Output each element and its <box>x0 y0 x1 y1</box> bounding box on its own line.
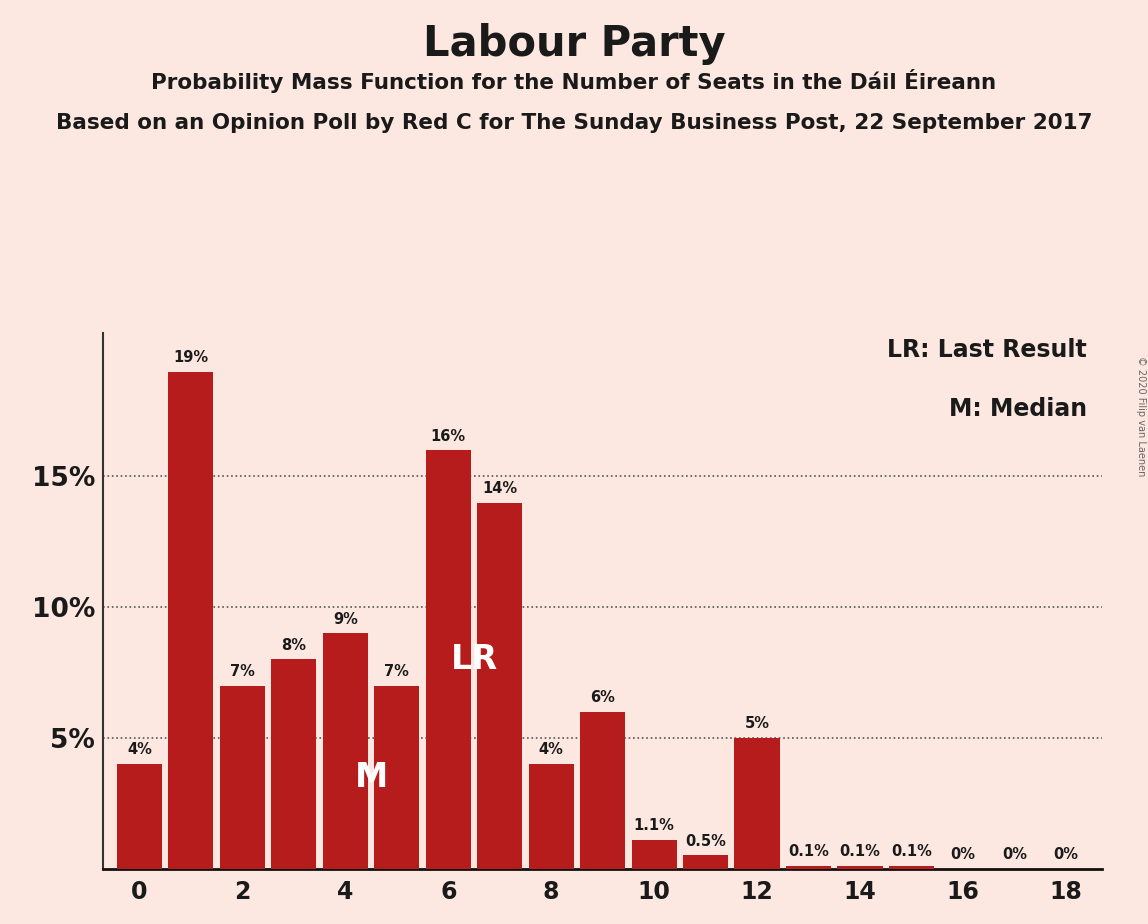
Text: 0%: 0% <box>951 847 976 862</box>
Text: © 2020 Filip van Laenen: © 2020 Filip van Laenen <box>1135 356 1146 476</box>
Bar <box>478 503 522 869</box>
Bar <box>528 764 574 869</box>
Text: Labour Party: Labour Party <box>422 23 726 65</box>
Text: 0%: 0% <box>1002 847 1027 862</box>
Text: 16%: 16% <box>430 429 466 444</box>
Text: 7%: 7% <box>385 664 409 679</box>
Text: LR: LR <box>450 643 497 676</box>
Bar <box>219 686 265 869</box>
Bar <box>735 738 779 869</box>
Bar <box>786 866 831 869</box>
Text: 0.1%: 0.1% <box>789 845 829 859</box>
Text: Probability Mass Function for the Number of Seats in the Dáil Éireann: Probability Mass Function for the Number… <box>152 69 996 93</box>
Text: Based on an Opinion Poll by Red C for The Sunday Business Post, 22 September 201: Based on an Opinion Poll by Red C for Th… <box>56 113 1092 133</box>
Text: 19%: 19% <box>173 350 209 365</box>
Bar <box>631 840 677 869</box>
Bar <box>426 450 471 869</box>
Text: 6%: 6% <box>590 690 615 705</box>
Text: 0.5%: 0.5% <box>685 834 726 849</box>
Text: M: M <box>355 760 388 794</box>
Bar <box>169 371 214 869</box>
Text: 9%: 9% <box>333 612 358 626</box>
Text: LR: Last Result: LR: Last Result <box>887 338 1087 362</box>
Bar <box>683 856 728 869</box>
Text: 7%: 7% <box>230 664 255 679</box>
Bar <box>117 764 162 869</box>
Text: 4%: 4% <box>538 743 564 758</box>
Bar <box>580 711 626 869</box>
Text: 0%: 0% <box>1054 847 1078 862</box>
Text: 4%: 4% <box>127 743 152 758</box>
Bar <box>323 633 369 869</box>
Text: M: Median: M: Median <box>949 397 1087 421</box>
Text: 5%: 5% <box>745 716 769 731</box>
Text: 0.1%: 0.1% <box>839 845 881 859</box>
Bar <box>374 686 419 869</box>
Text: 1.1%: 1.1% <box>634 819 675 833</box>
Text: 8%: 8% <box>281 638 307 653</box>
Bar <box>271 660 317 869</box>
Bar <box>837 866 883 869</box>
Text: 0.1%: 0.1% <box>891 845 932 859</box>
Bar <box>889 866 934 869</box>
Text: 14%: 14% <box>482 481 518 496</box>
